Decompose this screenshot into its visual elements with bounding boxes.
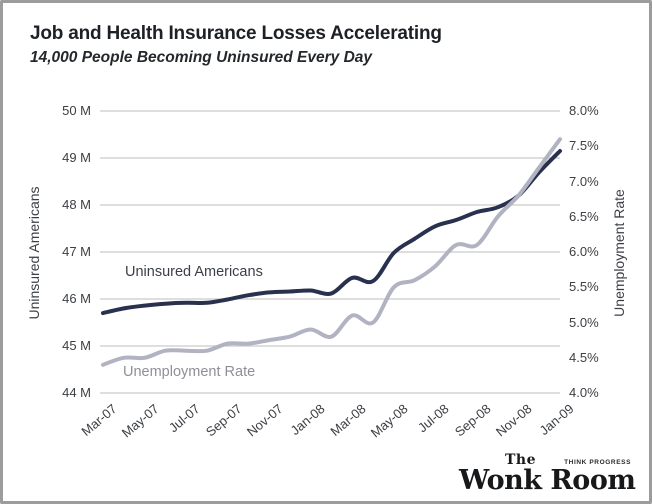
right-axis-tick: 6.5% <box>569 208 599 224</box>
right-axis-tick: 8.0% <box>569 103 599 118</box>
right-axis-title: Unemployment Rate <box>611 189 627 317</box>
left-axis-tick: 45 M <box>62 338 91 353</box>
plot-area <box>100 110 562 394</box>
think-progress-text: THINK PROGRESS <box>564 459 631 466</box>
series-label-uninsured: Uninsured Americans <box>125 264 263 280</box>
series-label-unemployment: Unemployment Rate <box>123 364 256 380</box>
wonk-room-logo: The THINK PROGRESS Wonk Room <box>459 452 643 496</box>
left-axis-tick: 47 M <box>62 244 91 259</box>
right-axis-tick: 6.0% <box>569 244 599 259</box>
left-axis-tick: 50 M <box>62 103 91 118</box>
chart-subtitle: 14,000 People Becoming Uninsured Every D… <box>30 49 372 66</box>
unemployment-line <box>101 137 562 367</box>
left-axis-tick: 46 M <box>62 291 91 306</box>
logo-top-row: The THINK PROGRESS <box>459 452 643 468</box>
right-axis-tick: 4.5% <box>569 349 599 365</box>
logo-the-text: The <box>505 452 537 468</box>
right-axis-tick: 5.5% <box>569 279 599 295</box>
right-axis-tick: 4.0% <box>569 385 599 400</box>
uninsured-line <box>101 149 562 316</box>
left-axis-tick: 44 M <box>62 385 91 400</box>
left-axis-tick: 48 M <box>62 197 91 212</box>
right-axis-tick: 7.5% <box>569 138 599 154</box>
right-axis-tick: 7.0% <box>569 173 599 189</box>
logo-main-text: Wonk Room <box>459 465 636 496</box>
left-axis-title: Uninsured Americans <box>26 186 42 320</box>
left-axis-tick: 49 M <box>62 150 91 165</box>
right-axis-tick: 5.0% <box>569 314 599 330</box>
chart-title: Job and Health Insurance Losses Accelera… <box>30 23 442 44</box>
